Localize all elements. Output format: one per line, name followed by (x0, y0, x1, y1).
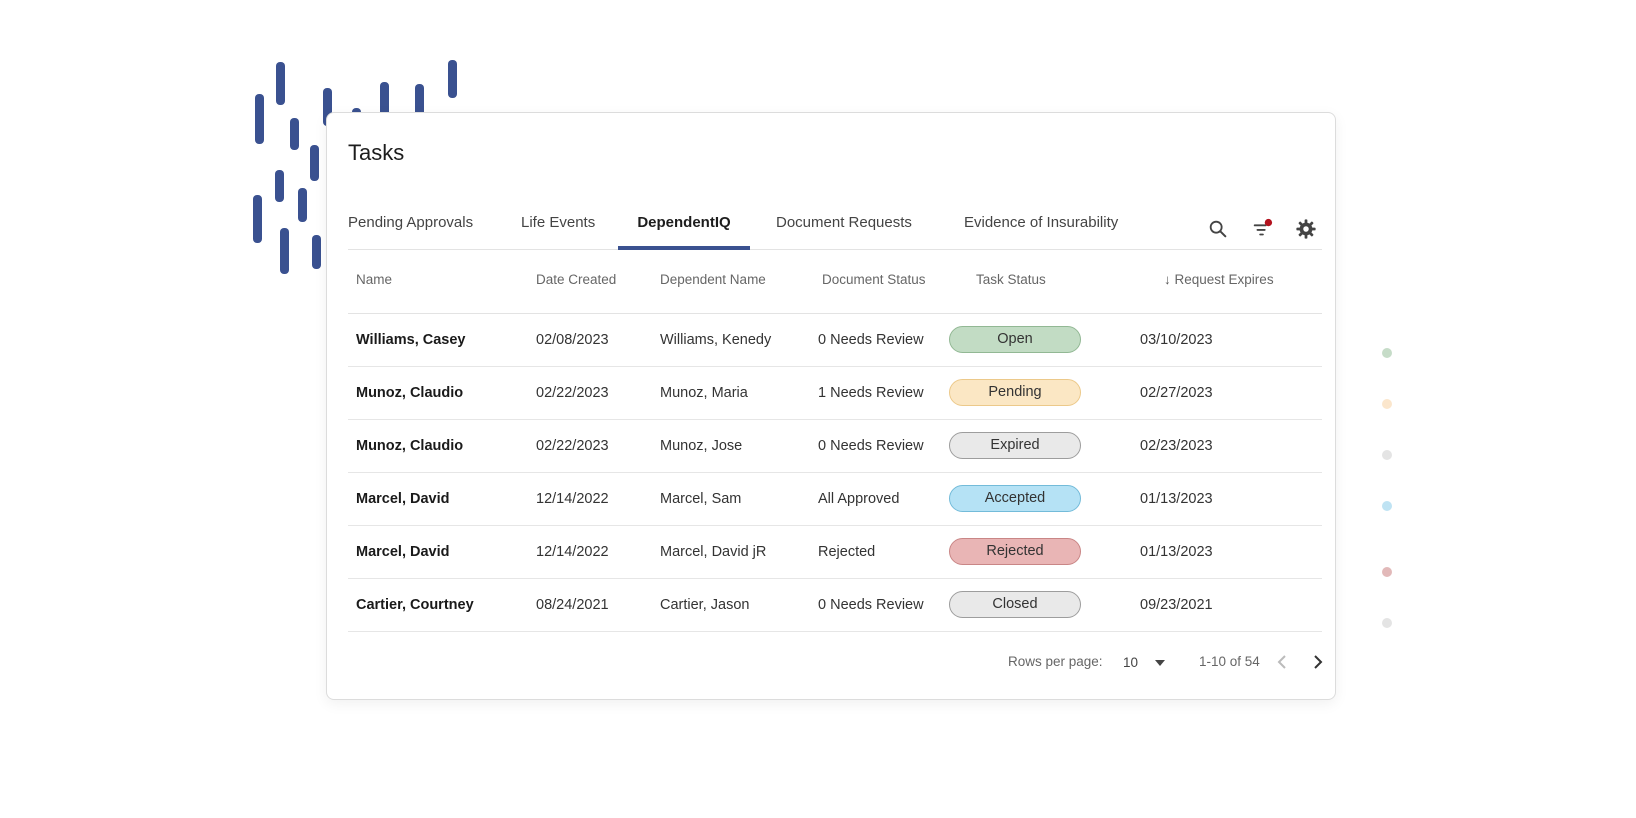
cell-name: Williams, Casey (356, 332, 466, 348)
search-button[interactable] (1207, 218, 1229, 240)
pagination-range: 1-10 of 54 (1199, 654, 1260, 669)
gear-icon (1296, 219, 1316, 239)
decorative-dashes (0, 0, 480, 290)
decor-dot (1382, 399, 1392, 409)
next-page-button[interactable] (1308, 652, 1328, 672)
previous-page-button[interactable] (1273, 652, 1293, 672)
tab-label: Pending Approvals (348, 214, 474, 231)
rows-per-page-select[interactable]: 10 (1123, 652, 1165, 674)
tab-label: Life Events (521, 214, 596, 231)
tab-pending-approvals[interactable]: Pending Approvals (348, 209, 473, 249)
decor-dot (1382, 501, 1392, 511)
page-title: Tasks (348, 140, 405, 165)
cell-date-created: 02/22/2023 (536, 385, 609, 401)
column-header-document-status[interactable]: Document Status (822, 272, 926, 287)
cell-request-expires: 02/27/2023 (1140, 385, 1213, 401)
cell-name: Munoz, Claudio (356, 385, 464, 401)
cell-name: Cartier, Courtney (356, 597, 474, 613)
column-header-task-status[interactable]: Task Status (976, 272, 1046, 287)
cell-dependent-name: Marcel, David jR (660, 544, 767, 560)
filter-badge (1264, 218, 1273, 227)
cell-request-expires: 01/13/2023 (1140, 491, 1213, 507)
pagination: Rows per page: 10 1-10 of 54 (348, 638, 1323, 688)
tab-bar: Pending Approvals Life Events DependentI… (348, 209, 1322, 250)
cell-date-created: 02/22/2023 (536, 438, 609, 454)
column-header-dependent-name[interactable]: Dependent Name (660, 272, 766, 287)
decor-dot (1382, 348, 1392, 358)
cell-name: Marcel, David (356, 544, 450, 560)
cell-request-expires: 03/10/2023 (1140, 332, 1213, 348)
decor-dot (1382, 618, 1392, 628)
tab-life-events[interactable]: Life Events (521, 209, 595, 249)
column-header-name[interactable]: Name (356, 272, 393, 287)
caret-down-icon (1155, 660, 1165, 666)
filter-icon (1253, 218, 1273, 236)
tab-label: DependentIQ (637, 214, 731, 231)
cell-dependent-name: Marcel, Sam (660, 491, 742, 507)
table-header: Name Date Created Dependent Name Documen… (348, 250, 1322, 314)
column-header-label: Request Expires (1174, 272, 1274, 287)
cell-dependent-name: Munoz, Jose (660, 438, 743, 454)
cell-document-status: Rejected (818, 544, 876, 560)
cell-document-status: All Approved (818, 491, 900, 507)
chevron-left-icon (1277, 655, 1286, 669)
tab-label: Evidence of Insurability (964, 214, 1119, 231)
cell-date-created: 12/14/2022 (536, 491, 609, 507)
column-header-request-expires[interactable]: ↓ Request Expires (1164, 272, 1274, 287)
active-tab-indicator (618, 246, 750, 250)
status-badge: Closed (949, 591, 1081, 618)
column-header-date-created[interactable]: Date Created (536, 272, 617, 287)
cell-dependent-name: Cartier, Jason (660, 597, 750, 613)
cell-date-created: 08/24/2021 (536, 597, 609, 613)
decor-dot (1382, 450, 1392, 460)
cell-name: Marcel, David (356, 491, 450, 507)
table-row[interactable]: Cartier, Courtney 08/24/2021 Cartier, Jaso… (348, 579, 1322, 632)
search-icon (1209, 220, 1227, 238)
status-badge: Pending (949, 379, 1081, 406)
status-badge: Accepted (949, 485, 1081, 512)
tasks-card: Tasks Pending Approvals Life Events Depe… (326, 112, 1336, 700)
tab-evidence-of-insurability[interactable]: Evidence of Insurability (964, 209, 1118, 249)
cell-document-status: 0 Needs Review (818, 332, 924, 348)
cell-dependent-name: Munoz, Maria (660, 385, 748, 401)
table-row[interactable]: Munoz, Claudio 02/22/2023 Munoz, Maria 1 Ne… (348, 367, 1322, 420)
settings-button[interactable] (1295, 218, 1317, 240)
cell-name: Munoz, Claudio (356, 438, 464, 454)
decor-dot (1382, 567, 1392, 577)
status-badge: Expired (949, 432, 1081, 459)
rows-per-page-value: 10 (1123, 655, 1139, 670)
cell-request-expires: 02/23/2023 (1140, 438, 1213, 454)
cell-date-created: 02/08/2023 (536, 332, 609, 348)
cell-document-status: 0 Needs Review (818, 438, 924, 454)
sort-arrow-icon: ↓ (1164, 272, 1171, 287)
filter-button[interactable] (1251, 218, 1273, 240)
table-row[interactable]: Marcel, David 12/14/2022 Marcel, Sam All Ap… (348, 473, 1322, 526)
cell-request-expires: 09/23/2021 (1140, 597, 1213, 613)
table-row[interactable]: Williams, Casey 02/08/2023 Williams, Kened… (348, 314, 1322, 367)
cell-request-expires: 01/13/2023 (1140, 544, 1213, 560)
tab-document-requests[interactable]: Document Requests (776, 209, 912, 249)
cell-document-status: 1 Needs Review (818, 385, 924, 401)
rows-per-page-label: Rows per page: (1008, 654, 1103, 669)
cell-date-created: 12/14/2022 (536, 544, 609, 560)
table-row[interactable]: Munoz, Claudio 02/22/2023 Munoz, Jose 0 Nee… (348, 420, 1322, 473)
cell-document-status: 0 Needs Review (818, 597, 924, 613)
tab-label: Document Requests (776, 214, 912, 231)
table-row[interactable]: Marcel, David 12/14/2022 Marcel, David jR R… (348, 526, 1322, 579)
tab-dependentiq[interactable]: DependentIQ (618, 209, 750, 250)
status-badge: Open (949, 326, 1081, 353)
chevron-right-icon (1314, 655, 1323, 669)
status-badge: Rejected (949, 538, 1081, 565)
cell-dependent-name: Williams, Kenedy (660, 332, 772, 348)
